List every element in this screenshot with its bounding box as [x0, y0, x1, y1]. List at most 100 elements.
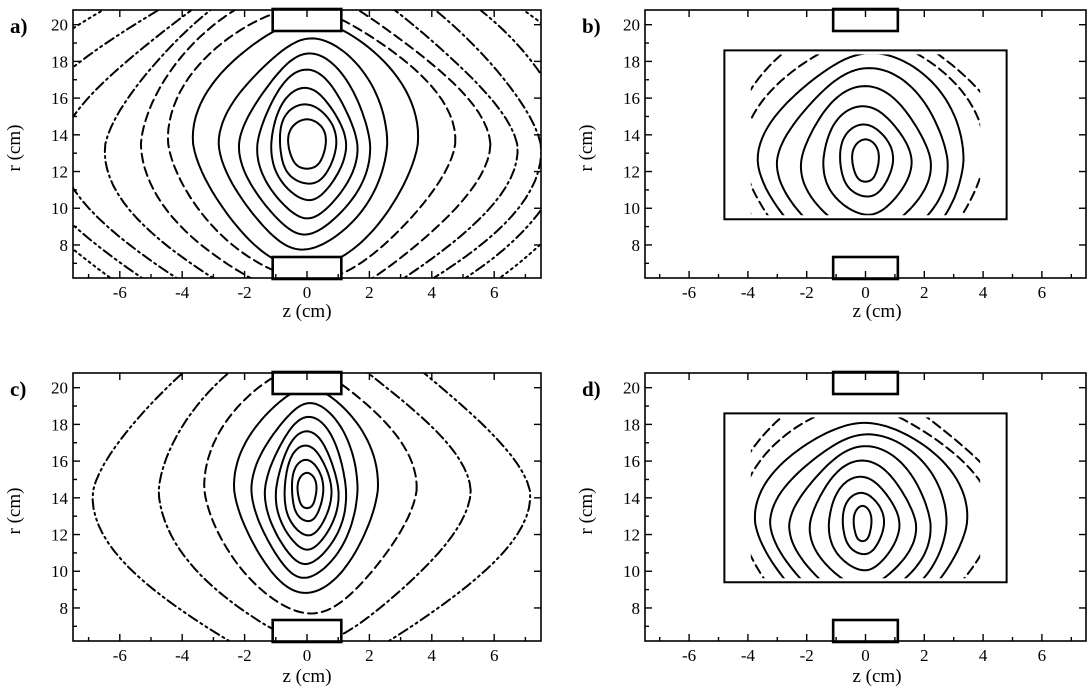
panel-c-coil-bottom: [271, 618, 343, 644]
panel-d-contour-level-5: [788, 445, 932, 579]
panel-a-contours: [73, 10, 541, 278]
panel-b-contour-level-2: [839, 123, 895, 198]
panel-a-contour-level-5: [238, 52, 372, 236]
panel-c-contour-level-7: [233, 387, 379, 594]
panel-c-label: c): [10, 377, 26, 401]
panel-a: a) z (cm) r (cm) -6 -4 -2 0 2 4 6 8 10 12 14 16 18 20: [4, 7, 542, 322]
panel-c-xlabel: z (cm): [282, 666, 331, 687]
panel-d-xtick-label: 0: [861, 646, 870, 665]
panel-d-contours: [750, 417, 981, 579]
panel-c: c) z (cm) r (cm) -6 -4 -2 0 2 4 6 8 10 12 14 16 18 20: [4, 370, 542, 687]
panel-a-contour-level-1: [287, 118, 327, 170]
panel-a-ytick-label: 10: [51, 199, 68, 218]
panel-d-xtick-label: -4: [741, 646, 756, 665]
panel-b-xtick-label: 2: [920, 283, 929, 302]
panel-d-ytick-label: 8: [632, 599, 641, 618]
panel-b-ytick-label: 14: [623, 126, 641, 145]
panel-d: d) z (cm) r (cm) -6 -4 -2 0 2 4 6 8 10 12 14 16 18 20: [576, 370, 1087, 687]
panel-b-ylabel: r (cm): [576, 125, 597, 172]
panel-d-contour-level-3: [827, 475, 901, 572]
panel-c-contour-level-10: [91, 373, 532, 641]
panel-b-ytick-label: 10: [623, 199, 640, 218]
panel-b-xtick-label: 0: [861, 283, 870, 302]
panel-d-ytick-label: 14: [623, 489, 641, 508]
panel-d-label: d): [582, 377, 601, 401]
panel-b-xtick-label: -4: [741, 283, 756, 302]
panel-d-coil-bottom: [831, 618, 900, 644]
panel-a-xtick-label: 6: [490, 283, 499, 302]
panel-a-ylabel: r (cm): [4, 125, 25, 172]
panel-d-xtick-label: 2: [920, 646, 929, 665]
panel-a-xtick-label: -2: [238, 283, 252, 302]
panel-b-contour-level-5: [775, 67, 949, 216]
panel-a-ytick-label: 8: [60, 236, 69, 255]
panel-c-contours: [91, 373, 532, 641]
panel-a-xtick-label: -6: [113, 283, 127, 302]
panel-d-ytick-label: 16: [623, 452, 640, 471]
panel-a-xlabel: z (cm): [282, 301, 331, 322]
panel-b-coil-top: [831, 7, 900, 33]
panel-b-xtick-label: -6: [682, 283, 696, 302]
panel-b-ytick-label: 18: [623, 52, 640, 71]
panel-a-ytick-label: 16: [51, 89, 68, 108]
panel-d-contour-level-2: [841, 491, 885, 556]
panel-c-ytick-label: 14: [51, 489, 69, 508]
panel-c-ytick-label: 18: [51, 415, 68, 434]
panel-c-ytick-label: 16: [51, 452, 68, 471]
panel-a-xtick-label: 2: [365, 283, 374, 302]
panel-c-xtick-label: 2: [365, 646, 374, 665]
panel-a-contour-level-12: [73, 10, 541, 278]
panel-d-ytick-label: 12: [623, 526, 640, 545]
panel-c-xtick-label: -6: [113, 646, 127, 665]
panel-c-contour-level-1: [296, 471, 318, 510]
panel-d-contour-level-6: [769, 433, 948, 579]
panel-a-coil-top: [271, 7, 343, 33]
panel-d-xtick-label: -2: [800, 646, 814, 665]
panel-b-contour-level-1: [851, 138, 880, 183]
panel-a-contour-level-2: [279, 103, 338, 185]
panel-b-xtick-label: 6: [1038, 283, 1047, 302]
panel-b-contours: [750, 54, 981, 216]
panel-d-contour-level-4: [808, 459, 918, 579]
panel-c-xtick-label: 4: [428, 646, 437, 665]
panel-a-contour-level-3: [270, 86, 348, 202]
panel-b-contour-level-6: [756, 54, 965, 216]
panel-a-xtick-label: -4: [175, 283, 190, 302]
panel-c-contour-level-5: [263, 415, 348, 566]
panel-c-ytick-label: 8: [60, 599, 69, 618]
panel-b-ytick-label: 12: [623, 163, 640, 182]
panel-d-xtick-label: 6: [1038, 646, 1047, 665]
panel-a-contour-level-7: [191, 19, 420, 269]
panel-c-ytick-label: 10: [51, 562, 68, 581]
panel-d-xtick-label: -6: [682, 646, 696, 665]
panel-d-contour-level-7: [753, 421, 969, 579]
panel-a-contour-level-8: [166, 10, 457, 278]
panel-d-contour-level-1: [852, 504, 873, 543]
panel-b: b) z (cm) r (cm) -6 -4 -2 0 2 4 6 8 10 12 14 16 18 20: [576, 7, 1087, 322]
panel-c-coil-top: [271, 370, 343, 396]
panel-a-plot-frame: [72, 9, 542, 279]
panel-b-xlabel: z (cm): [852, 301, 901, 322]
panel-b-label: b): [582, 14, 601, 38]
panel-c-contour-level-4: [274, 430, 340, 551]
panel-c-ytick-label: 20: [51, 379, 68, 398]
panel-a-coil-bottom: [271, 255, 343, 281]
panel-d-xtick-label: 4: [979, 646, 988, 665]
panel-b-ytick-label: 16: [623, 89, 640, 108]
panel-a-ytick-label: 20: [51, 16, 68, 35]
panel-b-ytick-label: 20: [623, 16, 640, 35]
panel-a-label: a): [10, 14, 28, 38]
panel-a-contour-level-10: [103, 10, 519, 278]
panel-c-xtick-label: -2: [238, 646, 252, 665]
panel-a-ytick-label: 18: [51, 52, 68, 71]
panel-b-xtick-label: 4: [979, 283, 988, 302]
panel-c-contour-level-6: [250, 402, 359, 579]
panel-c-contour-level-3: [283, 444, 333, 537]
panel-a-contour-level-6: [217, 37, 389, 251]
panel-d-ytick-label: 18: [623, 415, 640, 434]
panel-a-xtick-label: 4: [428, 283, 437, 302]
panel-c-ylabel: r (cm): [4, 488, 25, 535]
panel-c-xtick-label: -4: [175, 646, 190, 665]
panel-a-contour-level-4: [256, 68, 359, 220]
panel-d-xlabel: z (cm): [852, 666, 901, 687]
